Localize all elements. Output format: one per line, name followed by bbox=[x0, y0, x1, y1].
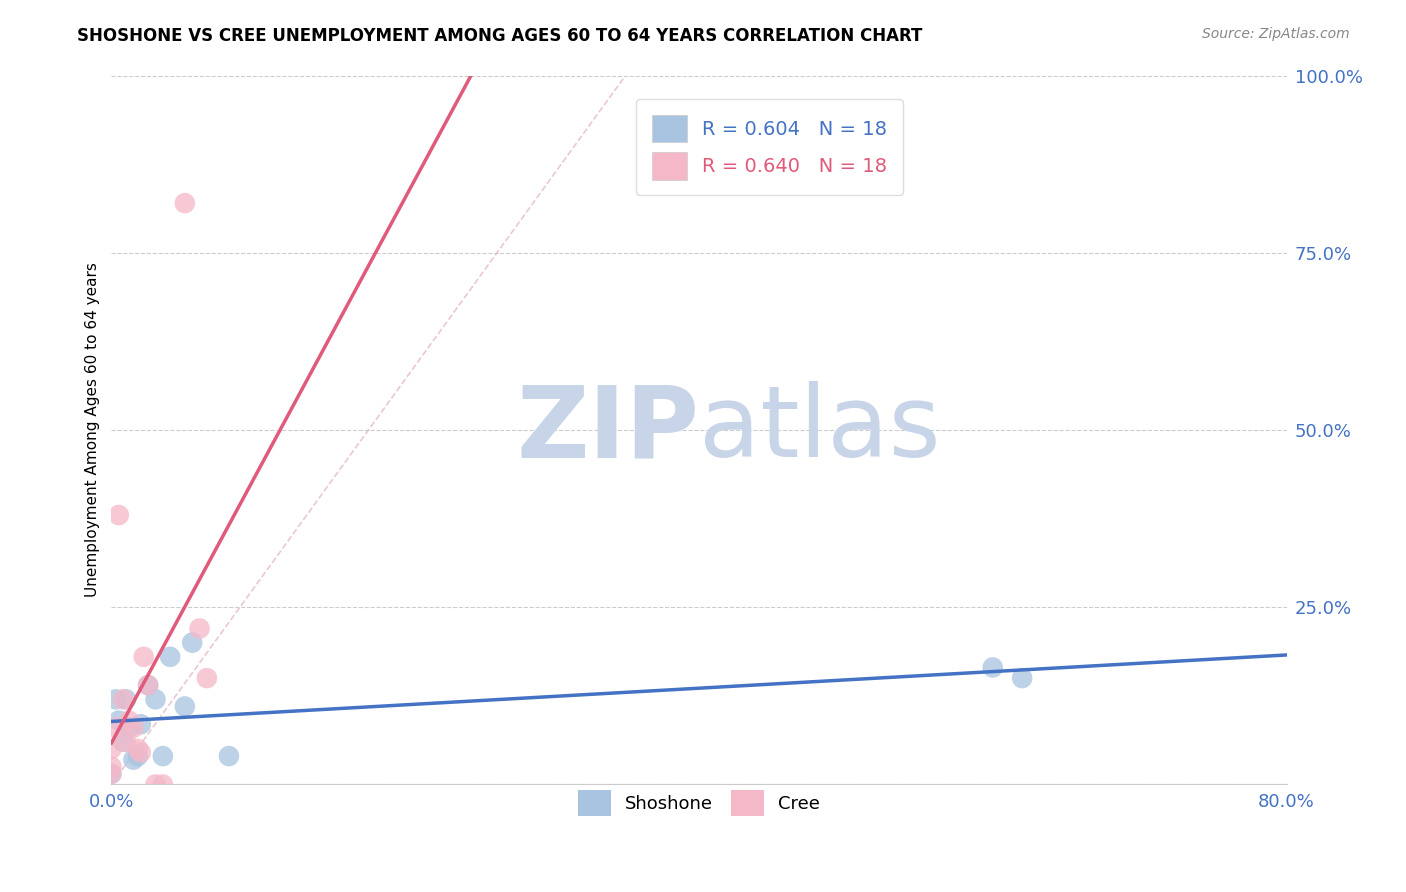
Point bbox=[118, 721, 141, 735]
Point bbox=[136, 678, 159, 692]
Point bbox=[127, 749, 149, 764]
Point bbox=[145, 692, 167, 706]
Y-axis label: Unemployment Among Ages 60 to 64 years: Unemployment Among Ages 60 to 64 years bbox=[86, 262, 100, 598]
Legend: Shoshone, Cree: Shoshone, Cree bbox=[569, 781, 830, 825]
Point bbox=[107, 508, 129, 522]
Point bbox=[100, 766, 122, 780]
Point bbox=[195, 671, 218, 685]
Text: SHOSHONE VS CREE UNEMPLOYMENT AMONG AGES 60 TO 64 YEARS CORRELATION CHART: SHOSHONE VS CREE UNEMPLOYMENT AMONG AGES… bbox=[77, 27, 922, 45]
Point bbox=[100, 760, 122, 774]
Point bbox=[132, 649, 155, 664]
Point bbox=[104, 692, 127, 706]
Point bbox=[145, 777, 167, 791]
Point bbox=[100, 766, 122, 780]
Point bbox=[127, 742, 149, 756]
Point bbox=[100, 742, 122, 756]
Point bbox=[129, 717, 152, 731]
Point bbox=[173, 699, 195, 714]
Point bbox=[173, 196, 195, 211]
Point bbox=[981, 660, 1004, 674]
Point bbox=[152, 749, 174, 764]
Point bbox=[136, 678, 159, 692]
Point bbox=[188, 622, 211, 636]
Text: atlas: atlas bbox=[699, 382, 941, 478]
Point bbox=[112, 735, 135, 749]
Point bbox=[1011, 671, 1033, 685]
Point bbox=[181, 635, 204, 649]
Point bbox=[104, 721, 127, 735]
Point bbox=[115, 692, 138, 706]
Point bbox=[118, 714, 141, 728]
Point bbox=[122, 753, 145, 767]
Point bbox=[159, 649, 181, 664]
Point bbox=[112, 692, 135, 706]
Point bbox=[218, 749, 240, 764]
Text: Source: ZipAtlas.com: Source: ZipAtlas.com bbox=[1202, 27, 1350, 41]
Point bbox=[129, 746, 152, 760]
Point bbox=[152, 777, 174, 791]
Point bbox=[115, 735, 138, 749]
Point bbox=[122, 721, 145, 735]
Text: ZIP: ZIP bbox=[516, 382, 699, 478]
Point bbox=[107, 714, 129, 728]
